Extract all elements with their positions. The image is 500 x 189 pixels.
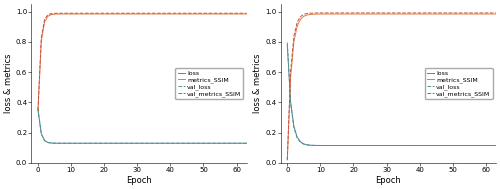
val_metrics_SSIM — [154, 12, 160, 14]
val_loss — [62, 142, 68, 144]
val_metrics_SSIM — [311, 12, 317, 14]
loss — [370, 144, 376, 147]
loss — [174, 142, 180, 144]
loss — [284, 44, 290, 46]
metrics_SSIM — [170, 13, 176, 15]
val_metrics_SSIM — [141, 12, 147, 14]
val_loss — [170, 142, 176, 144]
val_loss — [141, 142, 147, 144]
Line: val_loss: val_loss — [288, 43, 496, 146]
Legend: loss, metrics_SSIM, val_loss, val_metrics_SSIM: loss, metrics_SSIM, val_loss, val_metric… — [424, 68, 492, 99]
val_metrics_SSIM — [170, 12, 176, 14]
val_metrics_SSIM — [424, 12, 430, 14]
Line: val_loss: val_loss — [38, 109, 246, 143]
metrics_SSIM — [154, 13, 160, 15]
Line: val_metrics_SSIM: val_metrics_SSIM — [288, 13, 496, 160]
X-axis label: Epoch: Epoch — [126, 176, 152, 185]
loss — [416, 144, 422, 147]
val_loss — [400, 144, 406, 147]
loss — [400, 144, 406, 147]
val_metrics_SSIM — [420, 12, 426, 14]
loss — [134, 142, 140, 144]
metrics_SSIM — [141, 13, 147, 15]
val_metrics_SSIM — [121, 12, 127, 14]
loss — [311, 144, 317, 146]
val_metrics_SSIM — [62, 12, 68, 14]
val_metrics_SSIM — [416, 12, 422, 14]
val_metrics_SSIM — [400, 12, 406, 14]
val_loss — [284, 42, 290, 44]
val_metrics_SSIM — [244, 12, 250, 14]
loss — [420, 144, 426, 147]
metrics_SSIM — [244, 13, 250, 15]
metrics_SSIM — [121, 13, 127, 15]
Line: loss: loss — [38, 110, 246, 143]
val_loss — [154, 142, 160, 144]
val_loss — [131, 142, 137, 144]
val_metrics_SSIM — [493, 12, 499, 14]
val_loss — [416, 144, 422, 147]
val_loss — [370, 144, 376, 147]
metrics_SSIM — [311, 13, 317, 15]
Y-axis label: loss & metrics: loss & metrics — [4, 54, 13, 113]
loss — [170, 142, 176, 144]
val_loss — [121, 142, 127, 144]
metrics_SSIM — [433, 13, 439, 15]
Line: metrics_SSIM: metrics_SSIM — [38, 14, 246, 110]
metrics_SSIM — [35, 109, 41, 111]
metrics_SSIM — [420, 13, 426, 15]
metrics_SSIM — [370, 13, 376, 15]
loss — [154, 142, 160, 144]
val_loss — [244, 142, 250, 144]
metrics_SSIM — [493, 13, 499, 15]
loss — [440, 144, 446, 147]
val_loss — [420, 144, 426, 147]
val_loss — [311, 144, 317, 146]
val_loss — [35, 108, 41, 110]
loss — [121, 142, 127, 144]
val_metrics_SSIM — [35, 109, 41, 111]
val_loss — [387, 144, 393, 147]
metrics_SSIM — [62, 13, 68, 15]
Line: val_metrics_SSIM: val_metrics_SSIM — [38, 13, 246, 110]
loss — [493, 144, 499, 147]
val_loss — [493, 144, 499, 147]
val_metrics_SSIM — [387, 12, 393, 14]
loss — [35, 109, 41, 111]
val_metrics_SSIM — [124, 12, 130, 14]
val_metrics_SSIM — [370, 12, 376, 14]
metrics_SSIM — [387, 13, 393, 15]
loss — [62, 142, 68, 144]
val_metrics_SSIM — [174, 12, 180, 14]
Legend: loss, metrics_SSIM, val_loss, val_metrics_SSIM: loss, metrics_SSIM, val_loss, val_metric… — [176, 68, 244, 99]
val_loss — [174, 142, 180, 144]
loss — [244, 142, 250, 144]
metrics_SSIM — [134, 13, 140, 15]
metrics_SSIM — [400, 13, 406, 15]
Line: loss: loss — [288, 45, 496, 146]
loss — [141, 142, 147, 144]
val_loss — [433, 144, 439, 147]
loss — [387, 144, 393, 147]
X-axis label: Epoch: Epoch — [376, 176, 401, 185]
metrics_SSIM — [416, 13, 422, 15]
Line: metrics_SSIM: metrics_SSIM — [288, 14, 496, 160]
metrics_SSIM — [174, 13, 180, 15]
metrics_SSIM — [284, 159, 290, 161]
val_metrics_SSIM — [284, 159, 290, 161]
Y-axis label: loss & metrics: loss & metrics — [254, 54, 262, 113]
